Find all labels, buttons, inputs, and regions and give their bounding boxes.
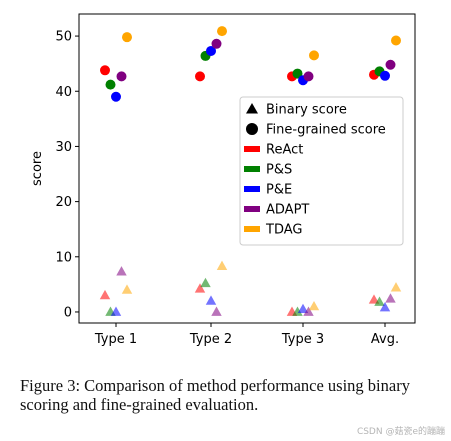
x-tick-label: Type 2 <box>189 332 232 347</box>
fine-grained-score-point <box>116 71 127 82</box>
binary-score-point <box>99 289 111 300</box>
legend-label: P&E <box>266 183 292 198</box>
legend-color-swatch <box>244 206 260 212</box>
x-tick-label: Type 1 <box>94 332 137 347</box>
fine-grained-score-point <box>309 50 319 61</box>
binary-score-point <box>368 294 380 304</box>
x-tick-label: Avg. <box>371 332 399 347</box>
x-tick-label: Type 3 <box>281 332 324 347</box>
legend-label: P&S <box>266 163 292 178</box>
binary-score-point <box>121 284 133 294</box>
binary-score-point <box>200 277 211 288</box>
legend-label: Binary score <box>266 103 347 118</box>
fine-grained-score-point <box>385 59 396 70</box>
binary-score-point <box>194 283 206 293</box>
binary-score-point <box>374 296 385 306</box>
legend-color-swatch <box>244 226 260 232</box>
fine-grained-score-point <box>105 79 116 90</box>
legend-box <box>239 96 404 246</box>
binary-score-point <box>308 300 320 311</box>
legend-color-swatch <box>244 146 260 152</box>
binary-score-point <box>385 293 396 303</box>
fine-grained-score-point <box>303 71 314 82</box>
y-tick-label: 30 <box>55 140 72 155</box>
fine-grained-score-point <box>292 68 303 79</box>
fine-grained-score-point <box>100 65 110 76</box>
chart: 0 10 20 30 40 50 score Type 1 Type 2 Type 3 Avg. Bi… <box>30 13 416 347</box>
binary-score-point <box>297 303 309 314</box>
fine-grained-score-point <box>195 71 205 82</box>
fine-grained-score-point <box>211 38 222 49</box>
binary-score-point <box>379 302 391 312</box>
y-tick-label: 20 <box>55 195 72 210</box>
legend-color-swatch <box>244 166 260 172</box>
binary-score-point <box>216 260 228 271</box>
binary-score-point <box>205 295 217 305</box>
fine-grained-score-point <box>217 26 227 37</box>
binary-score-point <box>116 266 127 276</box>
binary-score-point <box>211 306 222 316</box>
fine-grained-score-point <box>122 32 132 43</box>
plot-frame <box>78 13 416 324</box>
y-tick-label: 10 <box>55 250 72 265</box>
y-tick-label: 0 <box>64 305 72 320</box>
legend-label: ReAct <box>266 143 303 158</box>
binary-score-point <box>292 306 303 316</box>
fine-grained-score-point <box>206 45 216 56</box>
legend-circle-marker <box>246 123 258 135</box>
binary-score-point <box>303 306 314 316</box>
binary-score-point <box>110 306 122 316</box>
fine-grained-score-point <box>380 70 390 81</box>
y-tick-label: 40 <box>55 85 72 100</box>
y-axis-title: score <box>30 151 45 186</box>
binary-score-point <box>390 282 402 292</box>
figure-caption: Figure 3: Comparison of method performan… <box>20 376 410 414</box>
watermark: CSDN @菇瓷e的蹦蹦 <box>356 427 445 437</box>
fine-grained-score-point <box>391 35 401 46</box>
legend-label: Fine-grained score <box>266 123 386 138</box>
legend-color-swatch <box>244 186 260 192</box>
legend-triangle-marker <box>246 103 258 114</box>
fine-grained-score-point <box>111 91 121 102</box>
legend-label: TDAG <box>265 223 302 238</box>
legend-label: ADAPT <box>266 203 309 218</box>
y-tick-label: 50 <box>55 30 72 45</box>
